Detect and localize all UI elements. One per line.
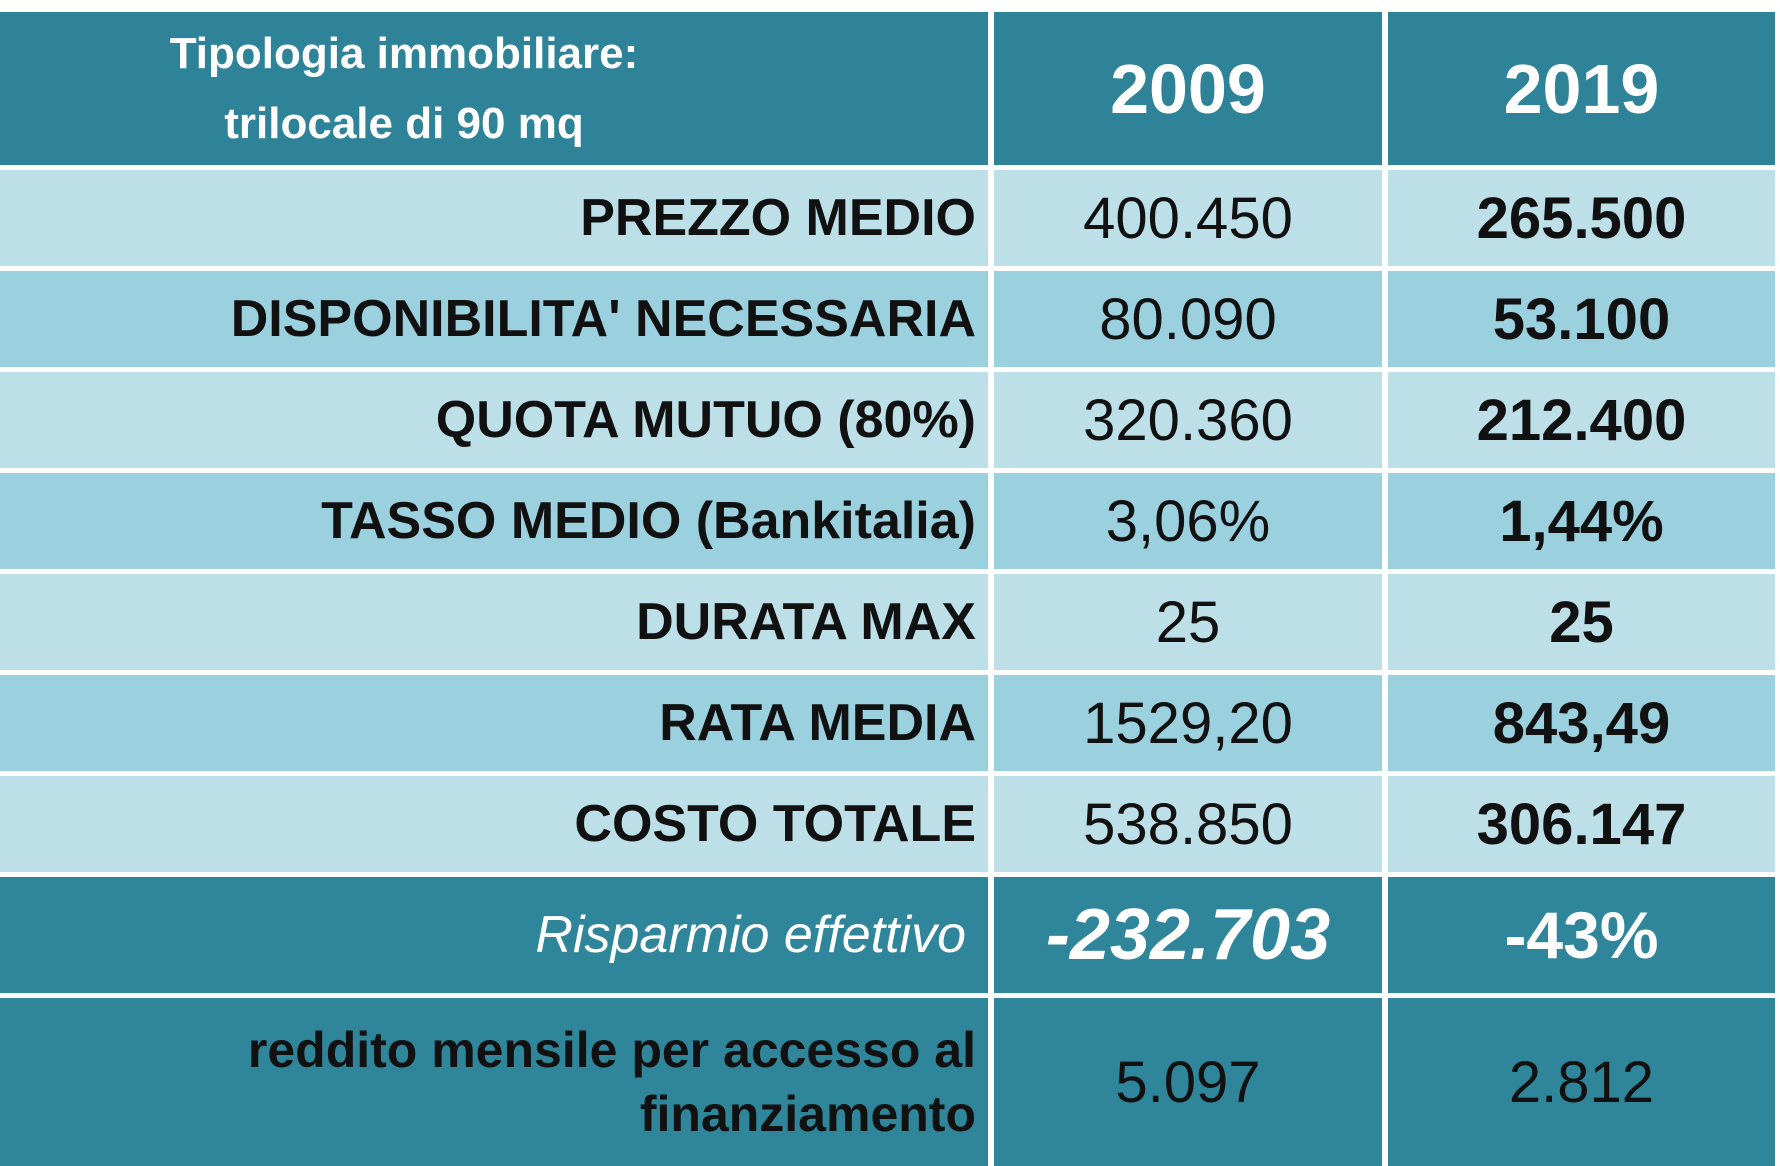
income-value-2009: 5.097 bbox=[994, 998, 1382, 1166]
row-value-2009: 25 bbox=[994, 574, 1382, 670]
income-value-2019: 2.812 bbox=[1388, 998, 1775, 1166]
header-type-line2: trilocale di 90 mq bbox=[224, 98, 584, 148]
comparison-table: Tipologia immobiliare: trilocale di 90 m… bbox=[0, 12, 1780, 1166]
row-value-2009: 538.850 bbox=[994, 776, 1382, 872]
row-value-2009: 3,06% bbox=[994, 473, 1382, 569]
row-value-2019: 212.400 bbox=[1388, 372, 1775, 468]
income-label-line1: reddito mensile per accesso al bbox=[247, 1022, 976, 1078]
row-value-2019: 53.100 bbox=[1388, 271, 1775, 367]
row-value-2009: 80.090 bbox=[994, 271, 1382, 367]
income-label-line2: finanziamento bbox=[639, 1086, 976, 1142]
savings-label: Risparmio effettivo bbox=[0, 877, 988, 993]
row-label: PREZZO MEDIO bbox=[0, 170, 988, 266]
row-value-2009: 400.450 bbox=[994, 170, 1382, 266]
row-value-2019: 843,49 bbox=[1388, 675, 1775, 771]
row-label: DURATA MAX bbox=[0, 574, 988, 670]
savings-percent: -43% bbox=[1388, 877, 1775, 993]
header-type-label: Tipologia immobiliare: trilocale di 90 m… bbox=[0, 12, 988, 165]
header-type-line1: Tipologia immobiliare: bbox=[169, 28, 639, 78]
row-value-2009: 1529,20 bbox=[994, 675, 1382, 771]
row-label: QUOTA MUTUO (80%) bbox=[0, 372, 988, 468]
income-label: reddito mensile per accesso al finanziam… bbox=[0, 998, 988, 1166]
row-value-2019: 265.500 bbox=[1388, 170, 1775, 266]
savings-amount: -232.703 bbox=[994, 877, 1382, 993]
row-label: TASSO MEDIO (Bankitalia) bbox=[0, 473, 988, 569]
row-value-2019: 25 bbox=[1388, 574, 1775, 670]
row-value-2019: 306.147 bbox=[1388, 776, 1775, 872]
row-label: COSTO TOTALE bbox=[0, 776, 988, 872]
header-year-2009: 2009 bbox=[994, 12, 1382, 165]
row-label: RATA MEDIA bbox=[0, 675, 988, 771]
row-label: DISPONIBILITA' NECESSARIA bbox=[0, 271, 988, 367]
row-value-2009: 320.360 bbox=[994, 372, 1382, 468]
row-value-2019: 1,44% bbox=[1388, 473, 1775, 569]
header-year-2019: 2019 bbox=[1388, 12, 1775, 165]
